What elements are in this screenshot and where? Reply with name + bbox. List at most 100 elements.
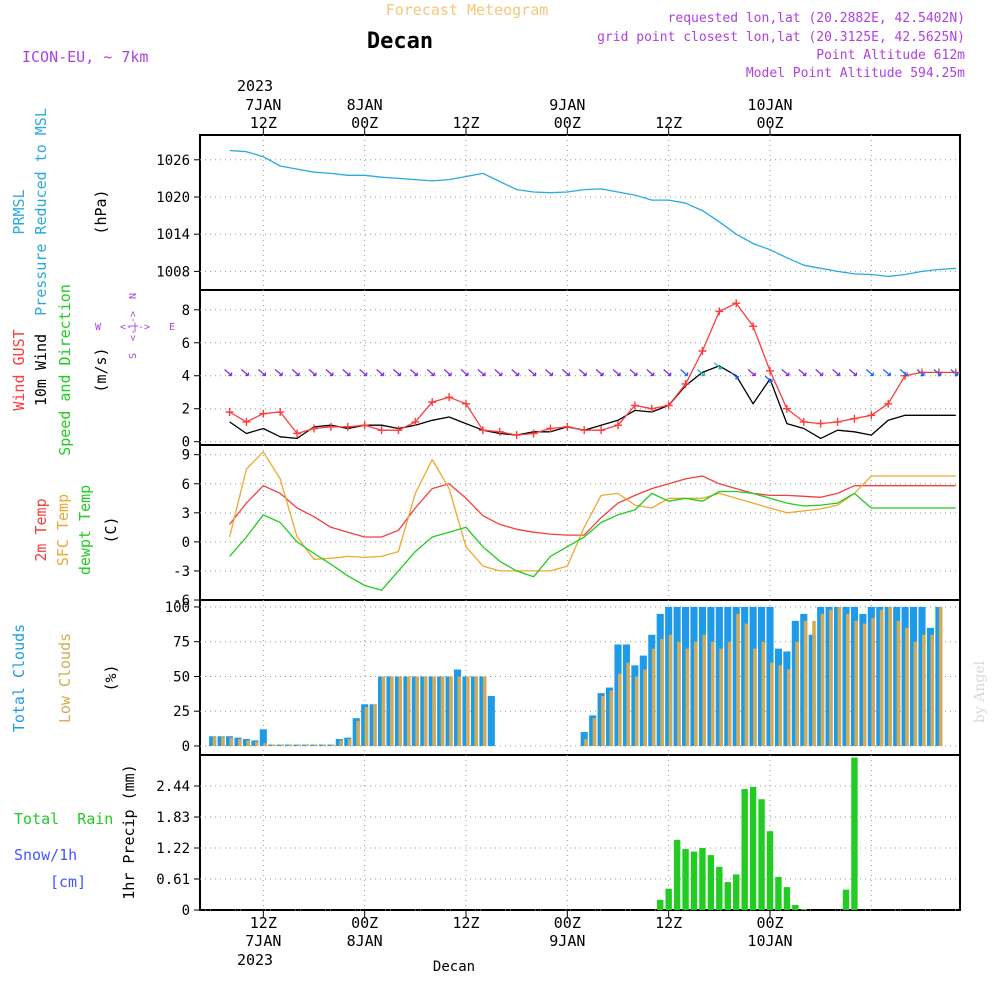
- temp-lines: [228, 451, 956, 591]
- rain-bar: [741, 789, 748, 910]
- low-cloud-bar: [795, 641, 799, 746]
- location-title: Decan: [367, 29, 433, 54]
- wind-label-gust: Wind GUST: [10, 329, 28, 410]
- wind-gust-marker: [850, 414, 859, 423]
- total-cloud-bar: [209, 736, 217, 746]
- total-cloud-bar: [589, 715, 597, 746]
- temp-2m-line: [229, 475, 956, 538]
- compass-arrows-h: <-|->: [120, 322, 150, 333]
- wind-arrow: [646, 368, 655, 377]
- wind-arrow: [578, 368, 587, 377]
- wind-gust-marker: [782, 404, 791, 413]
- wind-arrow: [443, 368, 452, 377]
- low-cloud-bar: [356, 720, 360, 746]
- pressure-panel: 1008 1014 1020 1026 PRMSL Pressure Reduced …: [10, 108, 961, 316]
- wind-gust-marker: [867, 411, 876, 420]
- low-cloud-bar: [406, 676, 411, 746]
- wind-arrow: [460, 368, 469, 377]
- low-cloud-bar: [381, 676, 386, 746]
- wind-arrow: [494, 368, 503, 377]
- low-cloud-bar: [930, 634, 934, 746]
- wind-speed-line: [229, 365, 956, 440]
- rain-bar: [766, 831, 774, 910]
- temp-label-dewpt: dewpt Temp: [76, 485, 94, 575]
- wind-label-speed: Speed and Direction: [56, 284, 74, 456]
- low-cloud-bar: [330, 744, 335, 746]
- bottom-tick-date: 10JAN: [747, 932, 792, 950]
- wind-lines: [225, 299, 960, 440]
- low-cloud-bar: [922, 634, 926, 746]
- low-cloud-bar: [677, 641, 681, 746]
- temp-label-sfc: SFC Temp: [54, 494, 72, 566]
- total-cloud-bar: [318, 744, 326, 746]
- compass-east: E: [169, 322, 175, 333]
- rain-bar: [707, 855, 715, 910]
- low-cloud-bar: [626, 662, 630, 746]
- wind-arrow: [697, 368, 706, 377]
- wind-arrow: [224, 368, 233, 377]
- wind-gust-marker: [428, 398, 437, 407]
- wind-arrow: [274, 368, 283, 377]
- total-cloud-bar: [884, 606, 892, 746]
- low-cloud-bar: [694, 641, 698, 746]
- temp-ytick-label: 3: [182, 506, 190, 522]
- pressure-ytick-label: 1020: [156, 190, 190, 206]
- temp-unit: (C): [102, 516, 120, 543]
- wind-arrow: [241, 368, 250, 377]
- low-cloud-bar: [440, 676, 445, 746]
- low-cloud-bar: [263, 743, 267, 746]
- wind-gust-marker: [884, 399, 893, 408]
- total-cloud-bar: [817, 606, 825, 746]
- low-cloud-bar: [778, 665, 782, 746]
- low-cloud-bar: [727, 641, 732, 746]
- bottom-tick-hour: 00Z: [554, 914, 581, 932]
- low-cloud-bar: [685, 648, 690, 746]
- wind-arrow: [426, 368, 435, 377]
- wind-gust-marker: [310, 424, 318, 433]
- wind-arrow: [612, 368, 621, 377]
- compass-north: N: [128, 293, 139, 299]
- wind-gust-marker: [529, 429, 538, 438]
- low-cloud-bar: [254, 741, 259, 746]
- pressure-ytick-label: 1026: [156, 153, 190, 169]
- wind-gust-marker: [293, 429, 302, 438]
- wind-arrow: [291, 368, 300, 377]
- wind-arrow: [680, 368, 689, 377]
- wind-panel: 0 2 4 6 8 Wind GUST 10m Wind Speed and Direc…: [10, 284, 961, 456]
- low-cloud-bar: [347, 739, 352, 746]
- low-cloud-bar: [432, 676, 436, 746]
- low-cloud-bar: [913, 641, 918, 746]
- total-cloud-bar: [732, 606, 740, 746]
- low-cloud-bar: [398, 676, 402, 746]
- low-cloud-bar: [212, 736, 217, 746]
- precip-bars: [200, 757, 960, 911]
- bottom-year-label: 2023: [237, 951, 273, 969]
- total-cloud-bar: [394, 676, 402, 746]
- wind-gust-marker: [242, 417, 251, 426]
- low-cloud-bar: [482, 676, 487, 746]
- precip-panel: 0 0.61 1.22 1.83 2.44 Total Rain Snow/1h [cm…: [14, 754, 961, 919]
- wind-direction-arrows: [224, 362, 959, 383]
- wind-gust-marker: [681, 379, 690, 388]
- wind-ytick-label: 4: [182, 369, 190, 385]
- rain-bar: [657, 899, 664, 910]
- compass-west: W: [95, 322, 102, 333]
- low-cloud-bar: [812, 620, 816, 746]
- bottom-tick-hour: 00Z: [756, 914, 783, 932]
- low-cloud-bar: [634, 676, 639, 746]
- precip-grid: [200, 755, 960, 911]
- wind-arrow: [595, 368, 604, 377]
- low-cloud-bar: [271, 744, 276, 746]
- low-cloud-bar: [246, 740, 250, 746]
- wind-gust-marker: [546, 424, 555, 433]
- total-cloud-bar: [411, 676, 419, 746]
- wind-gust-marker: [411, 417, 420, 426]
- low-cloud-bar: [339, 740, 343, 746]
- wind-gust-marker: [563, 422, 572, 431]
- top-tick-hour: 12Z: [452, 114, 479, 132]
- top-tick-hour: 00Z: [351, 114, 378, 132]
- low-cloud-bar: [288, 744, 293, 746]
- low-cloud-bar: [837, 606, 842, 746]
- wind-gust-marker: [614, 421, 622, 430]
